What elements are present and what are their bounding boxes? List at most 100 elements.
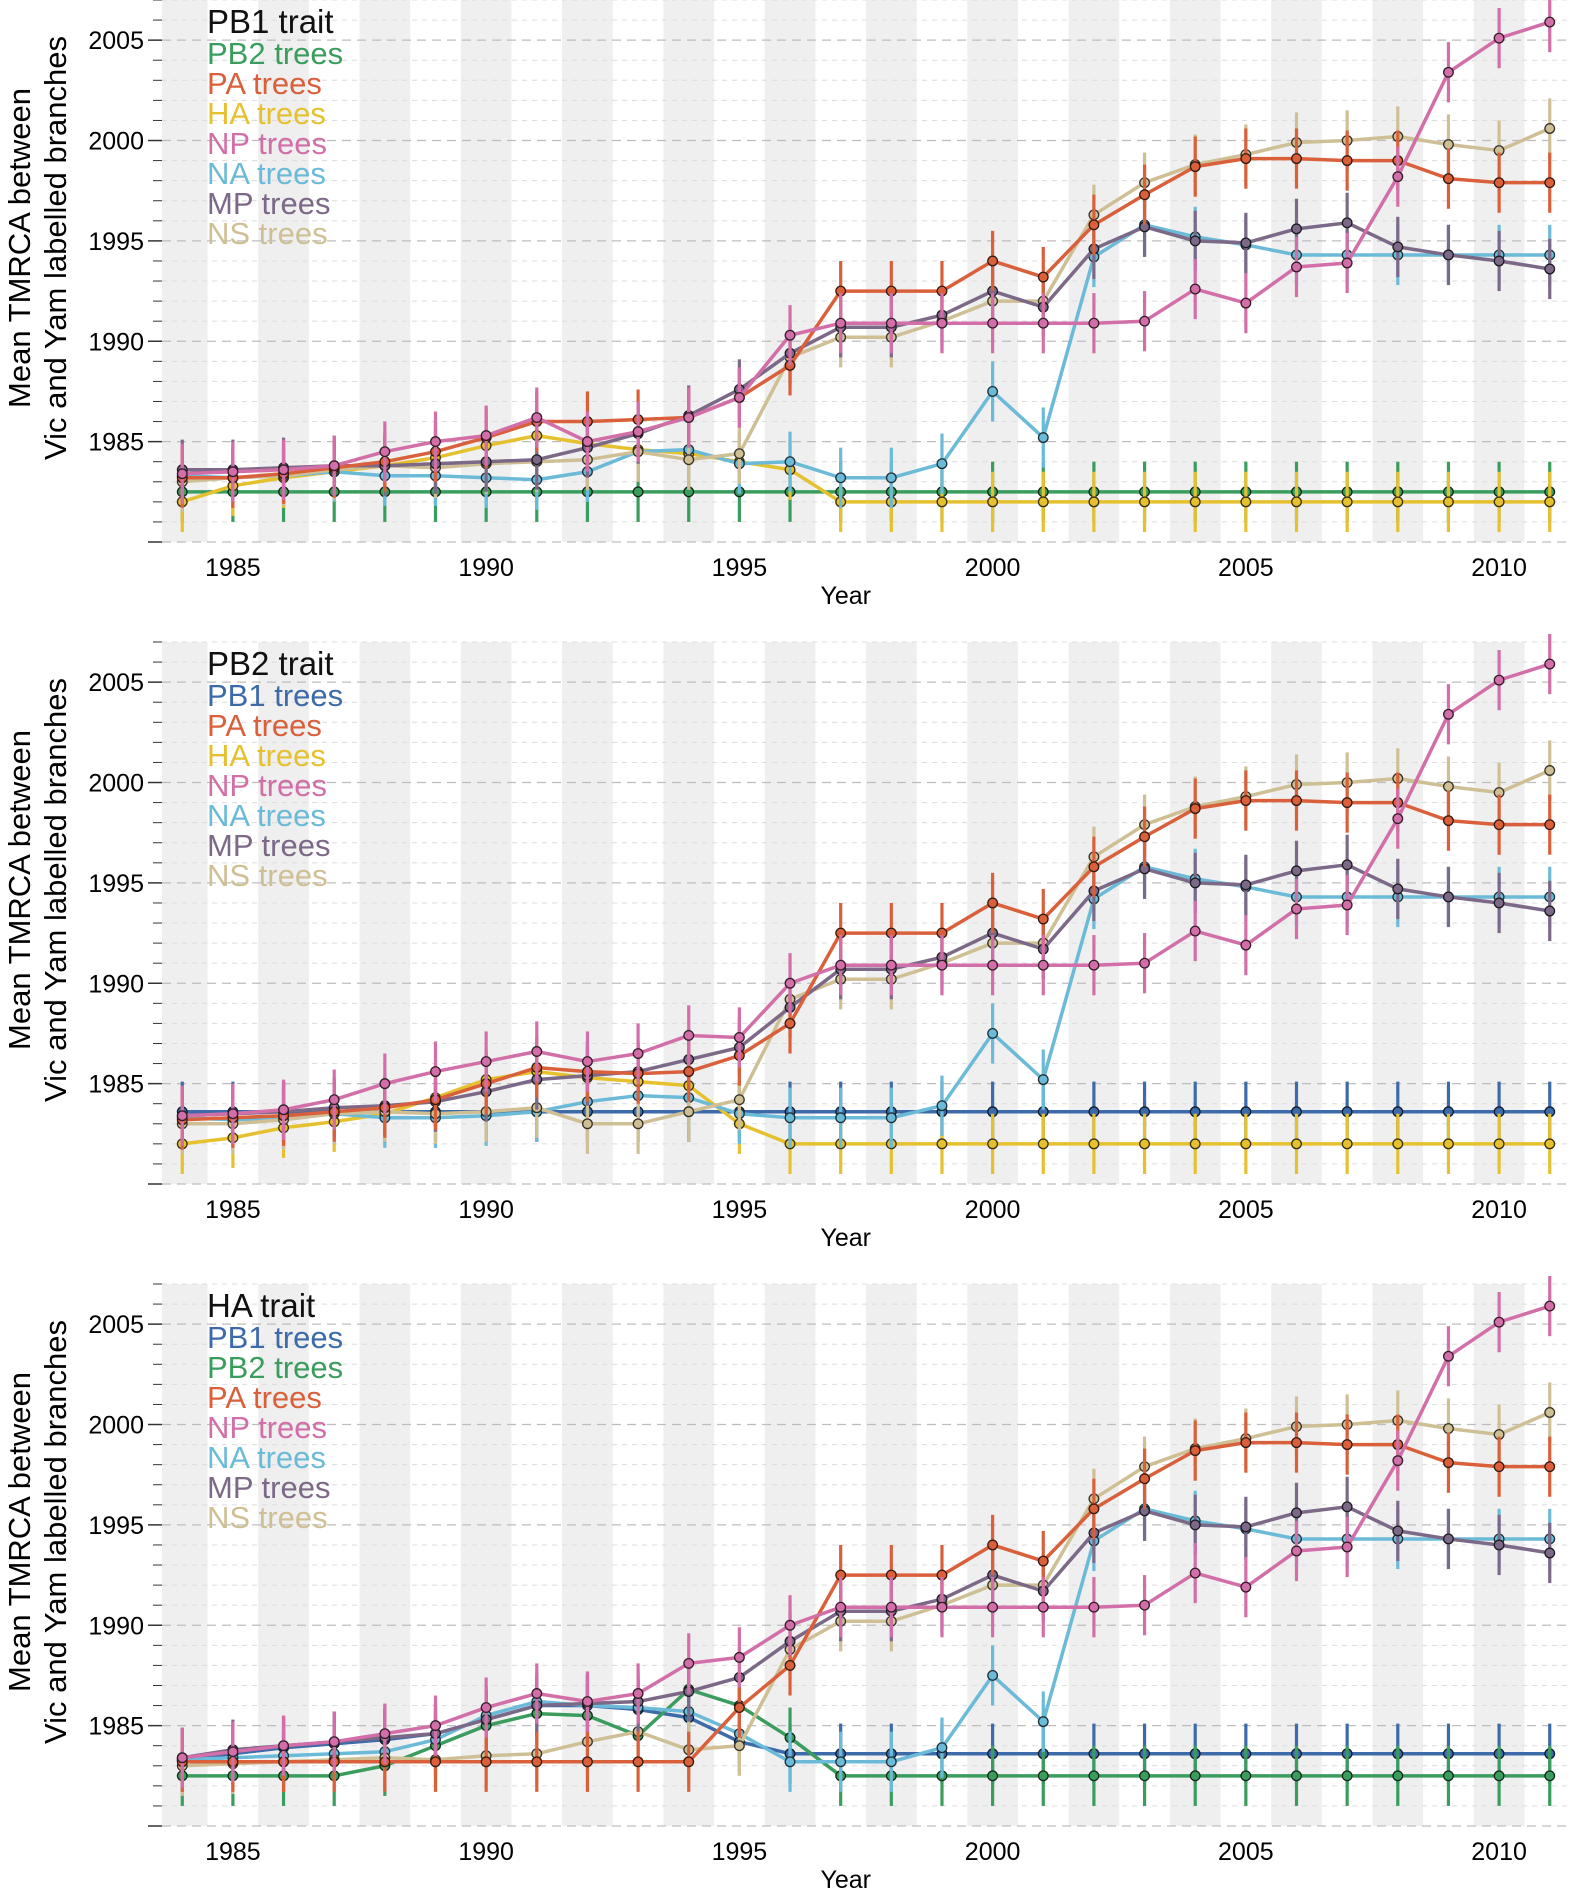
data-point [1544, 1300, 1556, 1312]
x-tick-label: 2005 [1218, 554, 1274, 582]
series-line [180, 156, 1552, 480]
x-tick-label: 2000 [965, 1196, 1021, 1224]
data-point [1341, 257, 1353, 269]
data-point [987, 255, 999, 267]
series-line [180, 221, 1552, 472]
data-point [430, 1066, 441, 1078]
data-point [1341, 1501, 1353, 1513]
data-point [1240, 795, 1252, 807]
data-point [683, 454, 695, 466]
data-point [1392, 883, 1404, 895]
y-tick-label: 1995 [88, 870, 144, 898]
series-line [180, 1410, 1552, 1768]
legend-entry-ns-trees: NS trees [207, 1500, 328, 1535]
x-tick-label: 2010 [1471, 554, 1527, 582]
data-point [784, 1112, 796, 1124]
data-point [1189, 1519, 1201, 1531]
data-point [1442, 1138, 1454, 1150]
data-point [278, 1740, 290, 1752]
y-axis-label-line1: Mean TMRCA between [2, 730, 37, 1050]
data-point [1392, 1770, 1404, 1782]
data-point [1291, 153, 1302, 165]
data-point [1189, 235, 1201, 247]
data-point [1240, 297, 1252, 309]
series-line [180, 433, 1552, 504]
data-point [835, 317, 847, 329]
data-point [480, 1756, 492, 1768]
data-point [885, 1601, 897, 1613]
data-point [1291, 1437, 1302, 1449]
data-point [1291, 1507, 1302, 1519]
data-point [581, 1696, 593, 1707]
data-point [987, 1027, 999, 1039]
data-point [531, 412, 543, 423]
data-point [733, 1740, 745, 1752]
legend-entry-pa-trees: PA trees [207, 66, 322, 101]
data-point [1037, 1716, 1049, 1728]
data-point [1037, 1138, 1049, 1150]
data-point [1442, 708, 1454, 720]
data-point [1037, 1555, 1049, 1567]
data-point [733, 1094, 745, 1106]
data-point [379, 446, 391, 458]
data-point [1088, 1503, 1100, 1515]
data-point [1544, 496, 1556, 508]
data-point [1240, 1770, 1252, 1782]
data-point [987, 496, 999, 508]
data-point [480, 430, 492, 442]
data-point [1442, 173, 1454, 185]
data-point [733, 392, 745, 403]
data-point [227, 1746, 239, 1758]
data-point [328, 1736, 340, 1748]
y-tick-label: 1985 [88, 1713, 144, 1741]
data-point [1088, 959, 1100, 971]
data-point [1392, 1138, 1404, 1150]
legend-title: PB1 trait [207, 3, 334, 40]
data-point [1291, 1545, 1302, 1557]
data-point [1442, 1423, 1454, 1434]
data-point [1189, 1445, 1201, 1457]
data-point [733, 1032, 745, 1043]
data-point [885, 1112, 897, 1124]
data-point [1291, 903, 1302, 915]
data-point [1037, 271, 1049, 283]
y-tick-label: 2000 [88, 1412, 144, 1440]
data-point [1139, 315, 1151, 327]
data-point [1544, 1547, 1556, 1559]
data-point [936, 1138, 948, 1150]
x-tick-label: 1990 [458, 1196, 514, 1224]
data-point [480, 1056, 492, 1067]
series-line [180, 768, 1552, 1126]
data-point [632, 1118, 644, 1130]
data-point [1088, 219, 1100, 231]
legend-entry-mp-trees: MP trees [207, 828, 330, 863]
series-line [180, 1304, 1552, 1760]
data-point [227, 466, 239, 478]
data-point [1291, 496, 1302, 508]
data-point [1240, 1437, 1252, 1449]
data-point [1189, 161, 1201, 173]
series-np-trees [176, 1275, 1556, 1788]
y-tick-label: 1990 [88, 1612, 144, 1640]
data-point [1189, 1567, 1201, 1579]
data-point [1037, 1601, 1049, 1613]
data-point [1493, 177, 1505, 189]
series-line [180, 126, 1552, 484]
series-line [180, 798, 1552, 1122]
data-point [1291, 1138, 1302, 1150]
series-line [180, 1069, 1552, 1146]
data-point [1240, 1581, 1252, 1593]
year-band-1984 [162, 1284, 208, 1826]
data-point [1493, 1539, 1505, 1551]
data-point [176, 1110, 188, 1122]
data-point [1392, 241, 1404, 253]
data-point [1037, 496, 1049, 508]
series-line [180, 1505, 1552, 1760]
data-point [227, 1108, 239, 1120]
data-point [1291, 865, 1302, 877]
data-point [784, 329, 796, 341]
series-line [180, 1440, 1552, 1764]
y-tick-label: 2005 [88, 669, 144, 697]
x-axis-title: Year [820, 1866, 871, 1890]
